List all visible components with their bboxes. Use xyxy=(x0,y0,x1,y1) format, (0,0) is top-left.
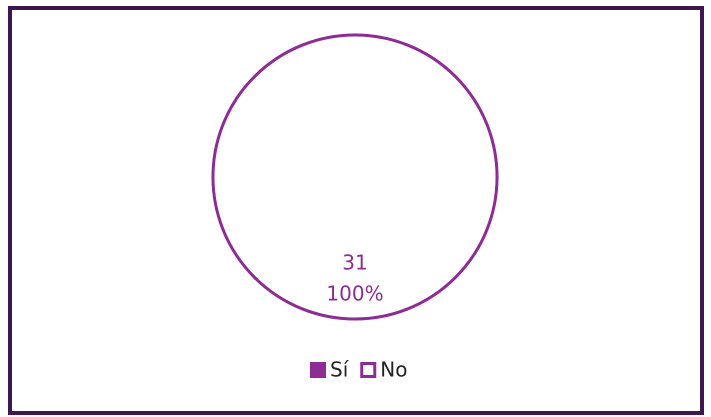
percent-label: 0% xyxy=(339,45,371,69)
legend-swatch xyxy=(310,362,326,378)
percent-label: 100% xyxy=(326,282,383,306)
value-label: 0 xyxy=(349,14,362,38)
pie-slice xyxy=(211,33,499,321)
legend-swatch xyxy=(360,362,377,378)
legend-label: No xyxy=(380,358,407,382)
legend-label: Sí xyxy=(330,358,350,382)
value-label: 31 xyxy=(342,251,367,275)
